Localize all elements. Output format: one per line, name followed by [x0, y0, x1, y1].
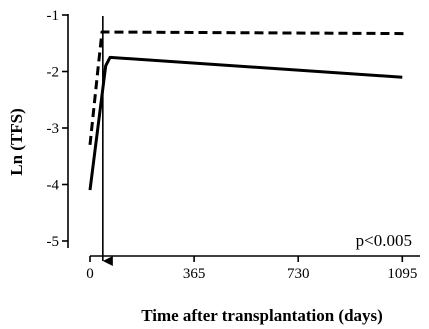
- y-tick-label: -3: [47, 121, 60, 137]
- solid-series-line: [88, 55, 403, 191]
- y-tick-label: -5: [47, 234, 60, 250]
- y-axis-title: Ln (TFS): [7, 108, 26, 176]
- dashed-series-line: [88, 30, 407, 146]
- x-tick-label: 0: [86, 266, 94, 282]
- x-tick-label: 365: [183, 266, 206, 282]
- series-lines: [88, 30, 407, 191]
- y-axis-ticks: -5 -4 -3 -2 -1: [47, 8, 68, 250]
- x-axis-ticks: 0 365 730 1095: [86, 256, 417, 282]
- y-tick-label: -4: [47, 178, 60, 194]
- x-tick-label: 730: [287, 266, 310, 282]
- axes: [67, 14, 420, 257]
- x-tick-label: 1095: [387, 266, 417, 282]
- x-axis-title: Time after transplantation (days): [141, 306, 383, 325]
- p-value-annotation: p<0.005: [356, 231, 412, 250]
- y-tick-label: -1: [47, 8, 60, 24]
- y-tick-label: -2: [47, 65, 60, 81]
